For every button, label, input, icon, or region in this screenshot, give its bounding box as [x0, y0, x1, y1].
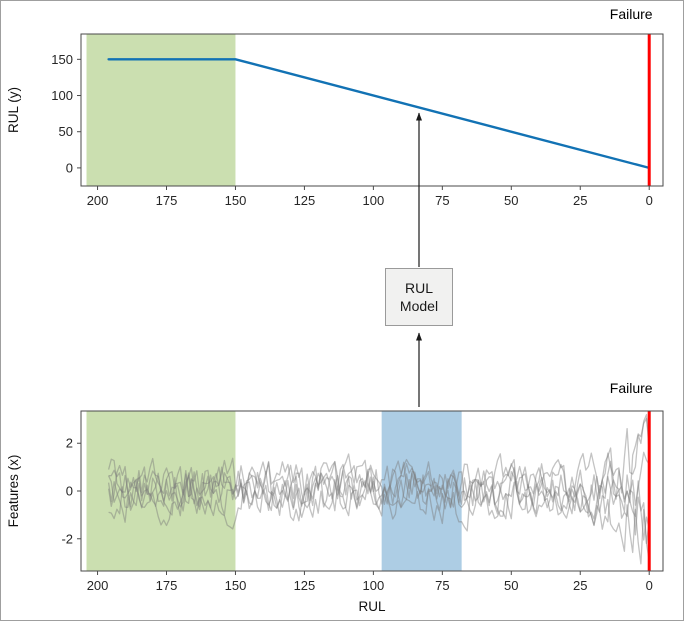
plot-frame: [80, 33, 664, 187]
y-axis-label: Features (x): [6, 455, 21, 528]
feature-series: [107, 413, 650, 512]
x-tick-label: 125: [294, 193, 316, 208]
y-tick-label: 50: [59, 124, 73, 139]
feature-series: [108, 417, 650, 518]
feature-series: [107, 457, 650, 544]
failure-label: Failure: [610, 6, 653, 22]
x-tick-label: 175: [156, 578, 178, 593]
feature-series: [108, 453, 650, 565]
x-tick-label: 150: [225, 193, 247, 208]
feature-series: [108, 459, 650, 541]
x-tick-label: 175: [156, 193, 178, 208]
y-tick-label: 0: [66, 160, 73, 175]
rul-model-box: RUL Model: [385, 268, 453, 326]
y-axis-label: RUL (y): [6, 87, 21, 133]
x-tick-label: 50: [504, 193, 518, 208]
x-tick-label: 75: [435, 578, 449, 593]
rul-target-line: [107, 58, 651, 170]
feature-series: [107, 451, 650, 532]
x-tick-label: 100: [363, 193, 385, 208]
x-tick-label: 200: [87, 193, 109, 208]
x-tick-label: 125: [294, 578, 316, 593]
x-tick-label: 25: [573, 193, 587, 208]
y-tick-label: 2: [66, 436, 73, 451]
x-tick-label: 100: [363, 578, 385, 593]
x-tick-label: 150: [225, 578, 247, 593]
healthy-train-region: [86, 34, 236, 186]
current-window-region: [381, 411, 462, 571]
features-chart: 200 175 150 125 100 75 50 25 0 -2 0 2 Features (x) RU…: [6, 380, 664, 614]
x-tick-label: 200: [87, 578, 109, 593]
y-tick-label: -2: [61, 531, 73, 546]
rul-chart: 200 175 150 125 100 75 50 25 0 0 50 100 150 RUL (y) Fa…: [6, 6, 664, 208]
y-tick-label: 150: [51, 52, 73, 67]
x-tick-label: 50: [504, 578, 518, 593]
x-tick-label: 25: [573, 578, 587, 593]
x-tick-label: 75: [435, 193, 449, 208]
y-tick-label: 0: [66, 484, 73, 499]
y-tick-label: 100: [51, 88, 73, 103]
healthy-train-region: [86, 411, 236, 571]
x-tick-label: 0: [646, 578, 653, 593]
model-box-line1: RUL: [404, 279, 433, 296]
failure-label: Failure: [610, 380, 653, 396]
x-axis-label: RUL: [358, 599, 385, 614]
x-tick-label: 0: [646, 193, 653, 208]
model-box-line2: Model: [399, 298, 439, 314]
